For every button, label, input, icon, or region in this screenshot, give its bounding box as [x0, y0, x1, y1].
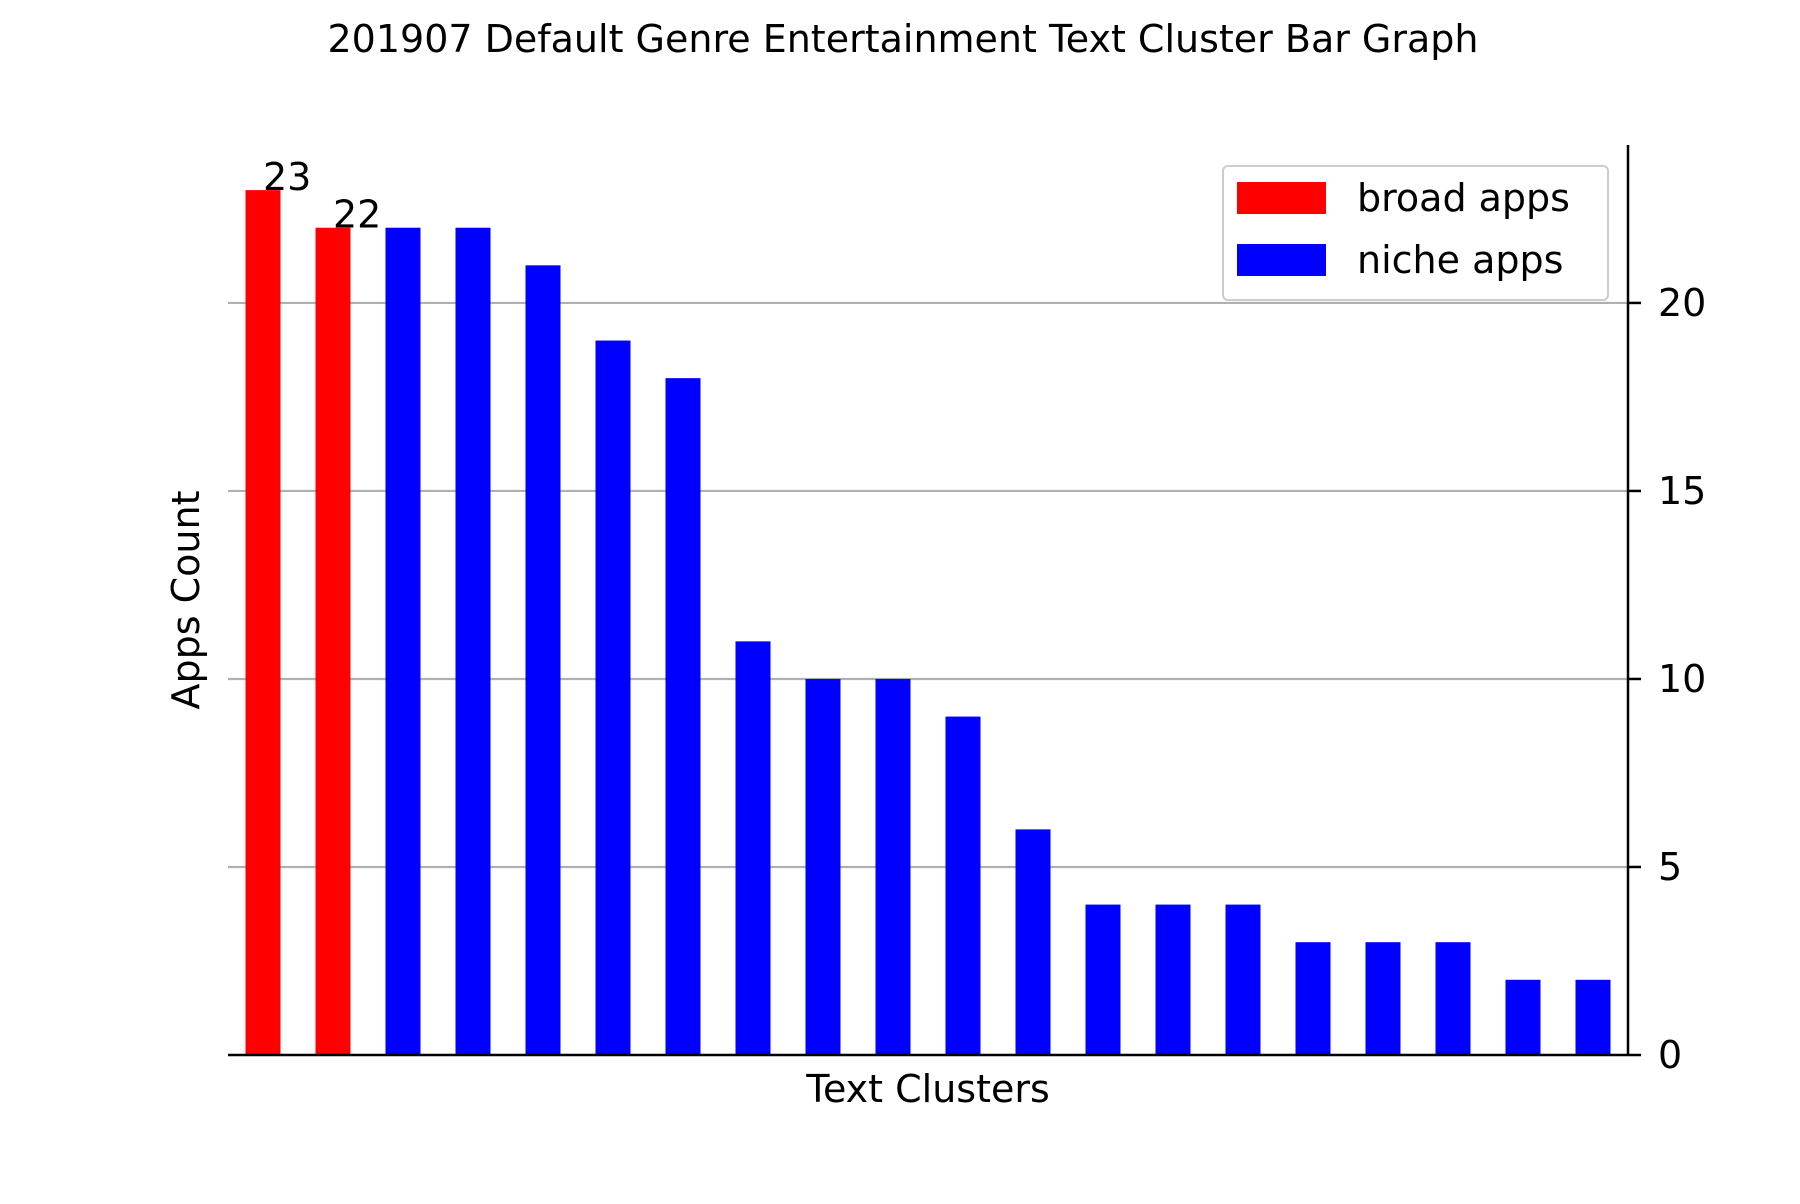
bar	[875, 678, 911, 1055]
data-label: 23	[263, 155, 311, 199]
axes: 0 5 10 15 20	[228, 145, 1706, 1077]
y-axis-label: Apps Count	[164, 491, 208, 710]
bar	[1365, 942, 1401, 1055]
bar	[385, 227, 421, 1055]
bar	[735, 641, 771, 1055]
legend-swatch-niche	[1237, 244, 1326, 276]
bar	[805, 678, 841, 1055]
legend-swatch-broad	[1237, 182, 1326, 214]
bar	[1435, 942, 1471, 1055]
bar	[1575, 979, 1611, 1055]
x-axis-label: Text Clusters	[805, 1067, 1050, 1111]
grid-lines	[228, 301, 1628, 869]
legend: broad apps niche apps	[1222, 165, 1609, 301]
bar	[1015, 829, 1051, 1055]
legend-label-broad: broad apps	[1357, 176, 1570, 220]
y-tick-label: 5	[1658, 845, 1682, 889]
bar	[455, 227, 491, 1055]
y-tick-label: 0	[1658, 1033, 1682, 1077]
bar	[1505, 979, 1541, 1055]
bar	[945, 716, 981, 1055]
legend-label-niche: niche apps	[1357, 238, 1563, 282]
bar	[1155, 904, 1191, 1055]
bar	[245, 190, 281, 1055]
y-tick-label: 10	[1658, 657, 1706, 701]
bar	[1295, 942, 1331, 1055]
bar	[595, 340, 631, 1055]
bar	[315, 227, 351, 1055]
bar	[1225, 904, 1261, 1055]
bar	[1085, 904, 1121, 1055]
bars	[245, 190, 1611, 1055]
bar	[525, 265, 561, 1055]
chart-title: 201907 Default Genre Entertainment Text …	[327, 17, 1478, 61]
bar	[665, 378, 701, 1055]
y-tick-label: 15	[1658, 469, 1706, 513]
y-tick-label: 20	[1658, 281, 1706, 325]
data-label: 22	[333, 193, 381, 237]
data-labels: 23 22	[263, 155, 381, 237]
